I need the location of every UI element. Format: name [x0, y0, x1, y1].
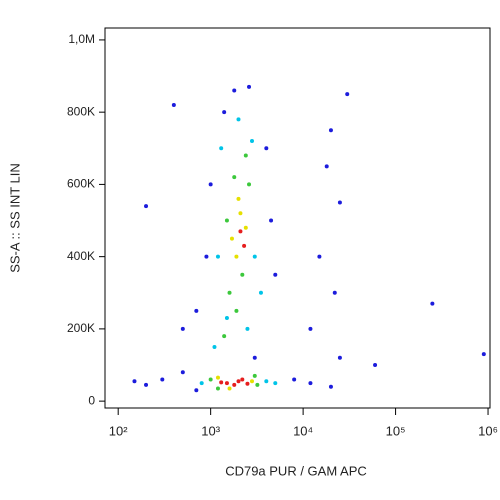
point	[345, 92, 350, 97]
point	[238, 211, 243, 216]
point	[337, 355, 342, 360]
point	[229, 236, 234, 241]
point	[240, 272, 245, 277]
point	[160, 377, 165, 382]
point	[240, 377, 245, 382]
point	[430, 301, 435, 306]
point	[252, 355, 257, 360]
point	[227, 386, 232, 391]
point	[328, 384, 333, 389]
point	[245, 326, 250, 331]
y-tick-label: 400K	[67, 249, 95, 263]
point	[219, 146, 224, 151]
point	[317, 254, 322, 259]
plot-frame	[104, 27, 491, 409]
point	[273, 272, 278, 277]
point	[247, 84, 252, 89]
point	[132, 379, 137, 384]
point	[324, 164, 329, 169]
point	[308, 381, 313, 386]
point	[208, 377, 213, 382]
point	[238, 229, 243, 234]
point	[215, 254, 220, 259]
point	[222, 334, 227, 339]
point	[264, 379, 269, 384]
point	[227, 290, 232, 295]
point	[194, 388, 199, 393]
y-tick-label: 600K	[67, 177, 95, 191]
point	[243, 153, 248, 158]
point	[292, 377, 297, 382]
point	[337, 200, 342, 205]
point	[224, 381, 229, 386]
y-axis-label: SS-A :: SS INT LIN	[7, 163, 22, 273]
point	[199, 381, 204, 386]
x-tick-label: 10⁵	[386, 423, 406, 438]
point	[224, 316, 229, 321]
point	[252, 373, 257, 378]
point	[232, 382, 237, 387]
point	[224, 218, 229, 223]
point	[212, 344, 217, 349]
point	[204, 254, 209, 259]
point	[219, 380, 224, 385]
point	[215, 386, 220, 391]
x-tick-label: 10⁶	[478, 423, 498, 438]
x-tick-label: 10³	[201, 423, 220, 438]
x-tick-label: 10⁴	[293, 423, 313, 438]
point	[194, 308, 199, 313]
x-axis-label: CD79a PUR / GAM APC	[225, 463, 367, 478]
point	[255, 382, 260, 387]
point	[249, 139, 254, 144]
point	[332, 290, 337, 295]
point	[232, 88, 237, 93]
point	[171, 102, 176, 107]
y-tick-label: 0	[88, 393, 95, 407]
y-tick-label: 800K	[67, 104, 95, 118]
point	[222, 110, 227, 115]
x-tick-label: 10²	[109, 423, 128, 438]
point	[249, 379, 254, 384]
point	[243, 225, 248, 230]
point	[247, 182, 252, 187]
y-tick-label: 200K	[67, 321, 95, 335]
point	[245, 381, 250, 386]
point	[180, 326, 185, 331]
point	[269, 218, 274, 223]
point	[373, 363, 378, 368]
point	[481, 352, 486, 357]
point	[236, 379, 241, 384]
point	[144, 382, 149, 387]
y-tick-label: 1,0M	[68, 32, 95, 46]
point	[234, 254, 239, 259]
point	[242, 243, 247, 248]
point	[258, 290, 263, 295]
point	[252, 254, 257, 259]
point	[236, 117, 241, 122]
point	[144, 204, 149, 209]
point	[236, 196, 241, 201]
point	[273, 381, 278, 386]
point	[234, 308, 239, 313]
point	[232, 175, 237, 180]
point	[180, 370, 185, 375]
point	[264, 146, 269, 151]
point	[215, 375, 220, 380]
point	[208, 182, 213, 187]
point	[308, 326, 313, 331]
point	[328, 128, 333, 133]
